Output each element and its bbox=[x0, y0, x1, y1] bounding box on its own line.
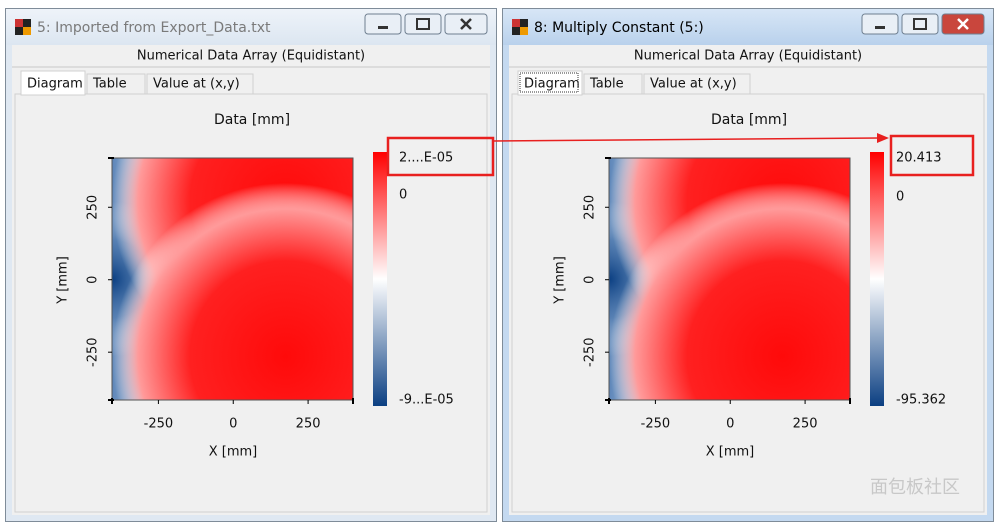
window-icon bbox=[15, 19, 31, 35]
x-tick-label: -250 bbox=[641, 417, 671, 432]
icon-part bbox=[15, 19, 23, 27]
icon-part bbox=[23, 27, 31, 35]
tab-label[interactable]: Diagram bbox=[27, 77, 83, 92]
colorbar-label: 0 bbox=[399, 188, 407, 203]
window: 8: Multiply Constant (5:) Numerical Data … bbox=[502, 8, 994, 522]
glyph bbox=[378, 26, 388, 29]
axis-corners bbox=[605, 157, 851, 404]
colorbar-label: -9...E-05 bbox=[399, 393, 454, 408]
icon-part bbox=[15, 27, 23, 35]
colorbar-label: 20.413 bbox=[896, 151, 942, 166]
y-tick-label: 0 bbox=[86, 276, 101, 284]
colorbar bbox=[870, 152, 884, 406]
tab[interactable] bbox=[146, 73, 254, 95]
heatmap bbox=[112, 158, 353, 400]
window: 5: Imported from Export_Data.txt Numerica… bbox=[5, 8, 497, 522]
button-face bbox=[404, 13, 442, 35]
min-button[interactable] bbox=[861, 13, 899, 35]
plot-frame bbox=[608, 157, 851, 401]
glyph bbox=[875, 26, 885, 29]
y-tick-label: 0 bbox=[583, 276, 598, 284]
x-tick-label: 0 bbox=[229, 417, 237, 432]
x-tick-label: 250 bbox=[793, 417, 818, 432]
tab[interactable] bbox=[517, 70, 583, 96]
heatmap bbox=[609, 158, 850, 400]
colorbar-label: 2....E-05 bbox=[399, 151, 453, 166]
colorbar-label: -95.362 bbox=[896, 393, 946, 408]
tab-label[interactable]: Table bbox=[92, 77, 127, 92]
focus-rect bbox=[519, 72, 579, 93]
x-axis-label: X [mm] bbox=[706, 445, 755, 460]
plot-frame bbox=[111, 157, 354, 401]
icon-part bbox=[512, 27, 520, 35]
close-button[interactable] bbox=[941, 13, 985, 35]
watermark: 面包板社区 bbox=[870, 477, 960, 498]
annotation bbox=[386, 133, 975, 177]
button-face bbox=[861, 13, 899, 35]
max-button[interactable] bbox=[901, 13, 939, 35]
colorbar-label: 0 bbox=[896, 189, 904, 204]
window-title: 5: Imported from Export_Data.txt bbox=[37, 20, 271, 36]
max-button[interactable] bbox=[404, 13, 442, 35]
y-tick-label: -250 bbox=[583, 337, 598, 367]
tab-label[interactable]: Value at (x,y) bbox=[650, 77, 737, 92]
tab[interactable] bbox=[583, 73, 643, 95]
tab-label[interactable]: Value at (x,y) bbox=[153, 77, 240, 92]
window-icon bbox=[512, 19, 528, 35]
tab-label[interactable]: Table bbox=[589, 77, 624, 92]
icon-part bbox=[23, 19, 31, 27]
tab[interactable] bbox=[86, 73, 146, 95]
arrow-line bbox=[492, 137, 881, 142]
x-tick-label: 250 bbox=[296, 417, 321, 432]
icon-part bbox=[512, 19, 520, 27]
header: Numerical Data Array (Equidistant) bbox=[634, 49, 862, 64]
min-button[interactable] bbox=[364, 13, 402, 35]
glyph bbox=[460, 18, 472, 30]
icon-part bbox=[520, 19, 528, 27]
x-axis-label: X [mm] bbox=[209, 445, 258, 460]
x-tick-label: -250 bbox=[144, 417, 174, 432]
header: Numerical Data Array (Equidistant) bbox=[137, 49, 365, 64]
glyph bbox=[913, 18, 927, 30]
plot-title: Data [mm] bbox=[711, 112, 787, 128]
tab[interactable] bbox=[643, 73, 751, 95]
y-axis-label: Y [mm] bbox=[56, 256, 71, 305]
tab-label[interactable]: Diagram bbox=[524, 77, 580, 92]
heatmap-red bbox=[112, 182, 353, 400]
highlight-box bbox=[386, 136, 495, 177]
tab[interactable] bbox=[20, 70, 86, 96]
glyph bbox=[416, 18, 430, 30]
icon-part bbox=[520, 27, 528, 35]
window-title: 8: Multiply Constant (5:) bbox=[534, 20, 704, 36]
arrow-head bbox=[877, 133, 889, 143]
y-axis-label: Y [mm] bbox=[553, 256, 568, 305]
y-tick-label: 250 bbox=[86, 195, 101, 220]
glyph bbox=[957, 18, 969, 30]
heatmap-red bbox=[609, 182, 850, 400]
button-face bbox=[901, 13, 939, 35]
y-tick-label: -250 bbox=[86, 337, 101, 367]
axis-corners bbox=[108, 157, 354, 404]
plot-title: Data [mm] bbox=[214, 112, 290, 128]
y-tick-label: 250 bbox=[583, 195, 598, 220]
colorbar bbox=[373, 152, 387, 406]
close-button[interactable] bbox=[444, 13, 488, 35]
highlight-box bbox=[889, 134, 975, 177]
button-face bbox=[364, 13, 402, 35]
x-tick-label: 0 bbox=[726, 417, 734, 432]
